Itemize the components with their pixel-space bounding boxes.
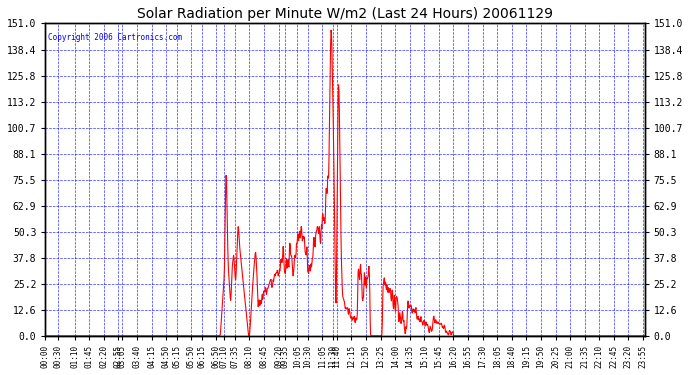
Text: Copyright 2006 Cartronics.com: Copyright 2006 Cartronics.com — [48, 33, 182, 42]
Title: Solar Radiation per Minute W/m2 (Last 24 Hours) 20061129: Solar Radiation per Minute W/m2 (Last 24… — [137, 7, 553, 21]
